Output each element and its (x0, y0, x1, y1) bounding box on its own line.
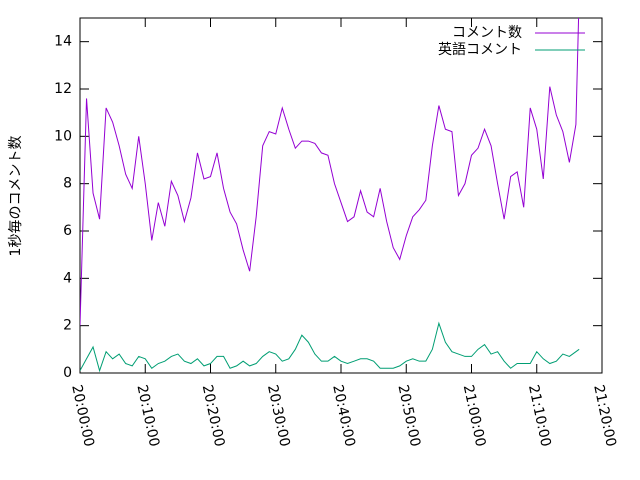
legend-label: 英語コメント (438, 41, 522, 58)
y-tick-label: 14 (54, 34, 72, 50)
x-tick-label: 21:00:00 (460, 383, 489, 448)
x-tick-label: 21:20:00 (590, 383, 619, 448)
plot-frame (79, 17, 603, 374)
y-tick-label: 2 (63, 318, 72, 334)
series-line (80, 18, 580, 326)
y-tick-label: 10 (54, 128, 72, 144)
x-tick-label: 20:20:00 (199, 383, 228, 448)
y-tick-label: 12 (54, 81, 72, 97)
y-tick-label: 6 (63, 223, 72, 239)
y-tick-label: 4 (63, 270, 72, 286)
y-tick-label: 8 (63, 176, 72, 192)
x-tick-label: 20:30:00 (264, 383, 293, 448)
y-tick-label: 0 (63, 365, 72, 381)
x-tick-label: 20:50:00 (394, 383, 423, 448)
legend-label: コメント数 (452, 25, 522, 41)
x-tick-label: 20:00:00 (68, 383, 97, 448)
y-axis-label: 1秒毎のコメント数 (8, 136, 24, 257)
x-tick-label: 20:40:00 (329, 383, 358, 448)
x-tick-label: 21:10:00 (525, 383, 554, 448)
x-tick-label: 20:10:00 (133, 383, 162, 448)
series-line (80, 321, 580, 373)
